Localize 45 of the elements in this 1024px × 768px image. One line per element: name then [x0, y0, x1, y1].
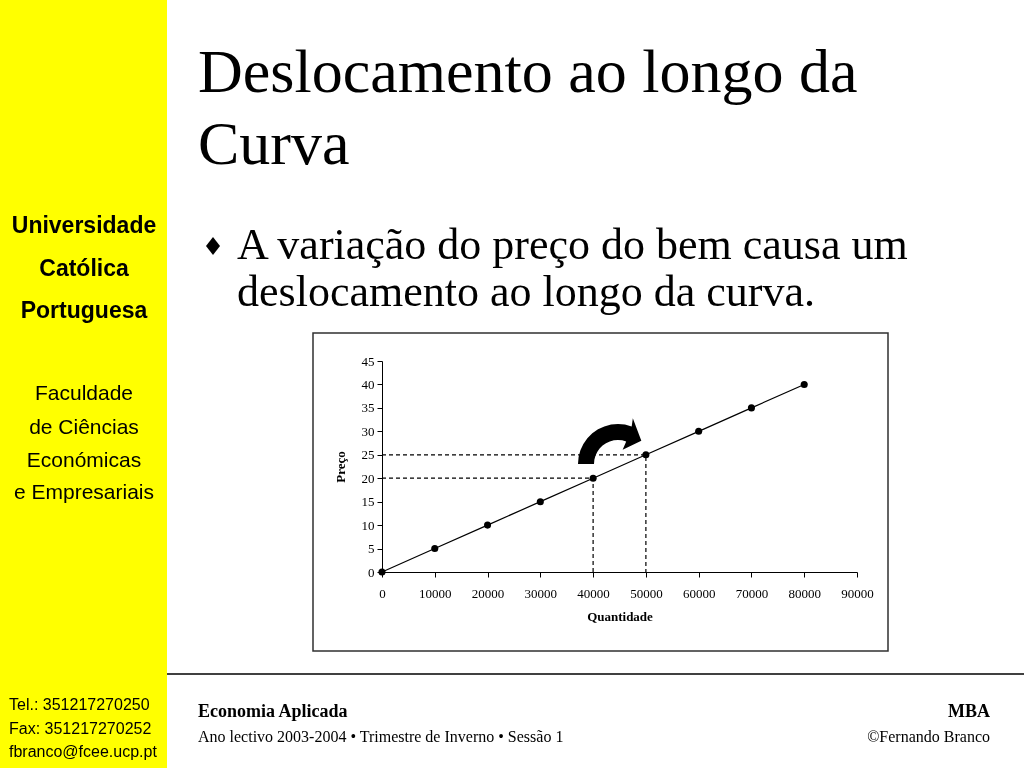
- x-tick-label: 50000: [630, 585, 663, 601]
- point: [536, 498, 544, 506]
- text: Católica: [39, 255, 129, 281]
- text: fbranco@fcee.ucp.pt: [9, 743, 158, 760]
- x-tick-label: 20000: [471, 585, 505, 601]
- y-tick-label: 10: [361, 517, 375, 533]
- y-tick-label: 0: [368, 564, 375, 580]
- x-tick-label: 80000: [788, 585, 821, 601]
- text: Economia Aplicada: [198, 701, 348, 721]
- text: Fax: 351217270252: [9, 720, 152, 737]
- text: Universidade: [11, 212, 157, 238]
- text: ©Fernando Branco: [867, 728, 990, 745]
- y-tick-label: 15: [361, 494, 375, 510]
- x-tick-label: 30000: [524, 585, 558, 601]
- y-tick-label: 40: [361, 376, 375, 392]
- text: e Empresariais: [13, 480, 155, 503]
- x-axis-title: Quantidade: [587, 608, 654, 624]
- text: de Ciências: [29, 415, 139, 438]
- text: MBA: [948, 701, 990, 721]
- x-tick-label: 60000: [682, 585, 716, 601]
- point: [695, 427, 703, 435]
- y-tick-label: 35: [361, 400, 375, 416]
- point: [431, 545, 439, 553]
- chart-subtitle: A variação do preço do bem causa um deslocamento ao longo da curva.: [237, 220, 908, 316]
- point: [484, 521, 492, 529]
- x-tick-label: 70000: [735, 585, 769, 601]
- text: Económicas: [26, 448, 142, 471]
- y-tick-label: 5: [368, 541, 375, 557]
- chart-title: Deslocamento ao longo da Curva: [198, 37, 858, 177]
- x-tick-label: 90000: [841, 585, 874, 601]
- y-tick-label: 45: [361, 353, 375, 369]
- y-tick-label: 25: [361, 447, 375, 463]
- text: Portuguesa: [20, 297, 148, 323]
- y-tick-label: 20: [361, 470, 375, 486]
- text: Tel.: 351217270250: [9, 696, 150, 713]
- x-tick-label: 0: [379, 585, 386, 601]
- text: Ano lectivo 2003-2004 • Trimestre de Inverno • Sessão 1: [198, 728, 564, 745]
- x-tick-label: 10000: [419, 585, 452, 601]
- point: [642, 451, 650, 459]
- y-axis-title: Preço: [332, 451, 348, 483]
- x-tick-label: 40000: [577, 585, 610, 601]
- point: [800, 380, 808, 388]
- point: [747, 404, 755, 412]
- y-tick-label: 30: [361, 423, 375, 439]
- text: Faculdade: [34, 381, 134, 404]
